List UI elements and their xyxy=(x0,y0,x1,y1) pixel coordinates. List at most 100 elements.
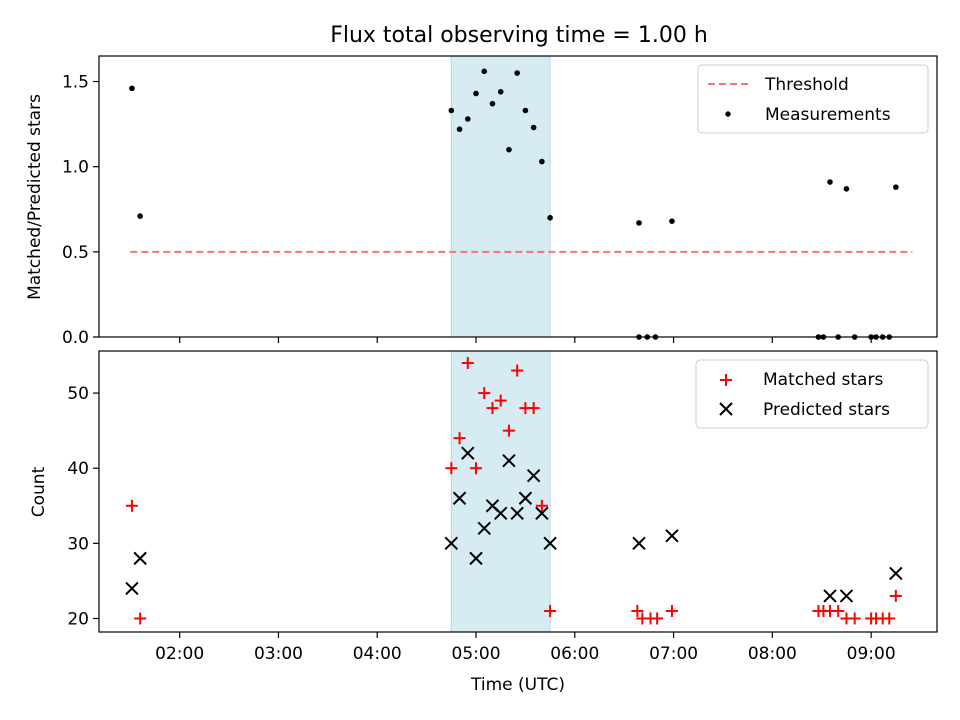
y-tick-label: 30 xyxy=(67,534,89,554)
observing-window-highlight xyxy=(450,350,551,633)
predicted-point xyxy=(461,446,475,460)
legend-matched-label: Matched stars xyxy=(763,370,883,390)
predicted-point xyxy=(526,469,541,483)
measurement-point xyxy=(489,100,496,107)
top-axes-frame xyxy=(98,55,938,338)
measurement-point xyxy=(547,214,553,221)
measurement-point xyxy=(464,116,471,122)
predicted-point xyxy=(477,521,491,536)
matched-point xyxy=(445,462,458,475)
bottom-y-axis: 20 30 40 50 xyxy=(67,384,99,629)
top-y-axis: 0.0 0.5 1.0 1.5 xyxy=(62,73,99,348)
legend-predicted-label: Predicted stars xyxy=(763,400,890,420)
matched-point xyxy=(535,499,548,512)
predicted-point xyxy=(444,536,459,551)
measurement-point xyxy=(481,68,488,75)
measurement-point xyxy=(497,88,504,95)
y-tick-label: 40 xyxy=(67,459,89,479)
matched-point xyxy=(486,402,499,415)
matched-point xyxy=(544,604,557,617)
chart-title: Flux total observing time = 1.00 h xyxy=(330,23,708,48)
y-tick-label: 20 xyxy=(67,609,89,629)
measurement-point xyxy=(843,186,850,192)
legend-measurement-swatch xyxy=(725,111,731,117)
bottom-y-axis-label: Count xyxy=(29,466,49,517)
x-tick-label: 06:00 xyxy=(550,644,599,664)
predicted-point xyxy=(665,529,679,543)
y-tick-label: 50 xyxy=(67,384,89,404)
predicted-point xyxy=(889,566,903,581)
matched-point xyxy=(461,357,474,370)
top-y-axis-label: Matched/Predicted stars xyxy=(25,94,45,300)
y-tick-label: 0.0 xyxy=(62,328,89,348)
highlight-span xyxy=(450,350,551,633)
matched-point xyxy=(470,462,483,475)
x-tick-label: 04:00 xyxy=(353,644,402,664)
measurement-point xyxy=(514,70,520,76)
x-tick-label: 03:00 xyxy=(254,644,303,664)
measurement-point xyxy=(473,90,479,97)
x-tick-label: 08:00 xyxy=(748,644,797,664)
matched-point xyxy=(848,612,861,625)
x-axis-label: Time (UTC) xyxy=(470,675,565,695)
measurement-point xyxy=(636,220,642,226)
legend-threshold-label: Threshold xyxy=(764,75,849,95)
predicted-point xyxy=(133,551,147,566)
matched-point xyxy=(453,432,466,445)
bottom-x-axis: 02:00 03:00 04:00 05:00 06:00 07:00 08:00 09:00 xyxy=(155,632,896,664)
measurement-point xyxy=(129,85,135,92)
measurement-point xyxy=(539,158,545,165)
predicted-point xyxy=(510,506,524,520)
matched-point xyxy=(134,612,147,625)
measurement-point xyxy=(522,107,529,114)
matched-point xyxy=(511,364,524,377)
matched-star-points xyxy=(125,357,902,625)
y-tick-label: 1.5 xyxy=(62,73,89,93)
matched-point xyxy=(832,604,845,617)
observing-window-highlight xyxy=(450,55,551,338)
predicted-point xyxy=(839,589,854,603)
highlight-span xyxy=(450,55,551,338)
measurement-point xyxy=(506,146,512,153)
predicted-point xyxy=(535,506,549,520)
predicted-point xyxy=(125,581,139,596)
matched-point xyxy=(494,394,507,407)
predicted-point xyxy=(518,491,533,505)
x-tick-label: 02:00 xyxy=(155,644,204,664)
measurement-point xyxy=(530,124,537,131)
top-panel: 0.0 0.5 1.0 1.5 Matched/Predicted stars Thr… xyxy=(25,55,938,348)
y-tick-label: 1.0 xyxy=(62,158,89,178)
top-x-axis-ticks xyxy=(179,337,872,343)
bottom-legend: Matched stars Predicted stars xyxy=(695,359,929,429)
measurement-point xyxy=(893,184,899,190)
predicted-point xyxy=(494,506,508,520)
predicted-point xyxy=(823,589,837,603)
x-tick-label: 07:00 xyxy=(649,644,698,664)
matched-point xyxy=(889,589,902,602)
predicted-point xyxy=(543,536,557,551)
measurement-point xyxy=(448,107,455,114)
measurement-point xyxy=(456,126,463,133)
matched-point xyxy=(502,424,515,437)
matched-point xyxy=(651,612,664,625)
predicted-point xyxy=(502,453,516,468)
measurement-point xyxy=(827,179,833,185)
measurement-point xyxy=(137,213,143,219)
legend-predicted-swatch xyxy=(719,402,733,416)
predicted-point xyxy=(632,536,646,551)
measurement-point xyxy=(669,218,675,224)
matched-point xyxy=(883,612,896,625)
y-tick-label: 0.5 xyxy=(62,243,89,263)
matched-point xyxy=(631,604,644,617)
predicted-star-points xyxy=(125,446,903,603)
predicted-point xyxy=(469,551,483,566)
top-legend: Threshold Measurements xyxy=(697,64,929,134)
x-tick-label: 09:00 xyxy=(847,644,896,664)
x-tick-label: 05:00 xyxy=(452,644,501,664)
bottom-axes-frame xyxy=(98,350,938,633)
matched-point xyxy=(478,387,491,400)
matched-point xyxy=(527,402,540,415)
matched-point xyxy=(125,499,138,512)
